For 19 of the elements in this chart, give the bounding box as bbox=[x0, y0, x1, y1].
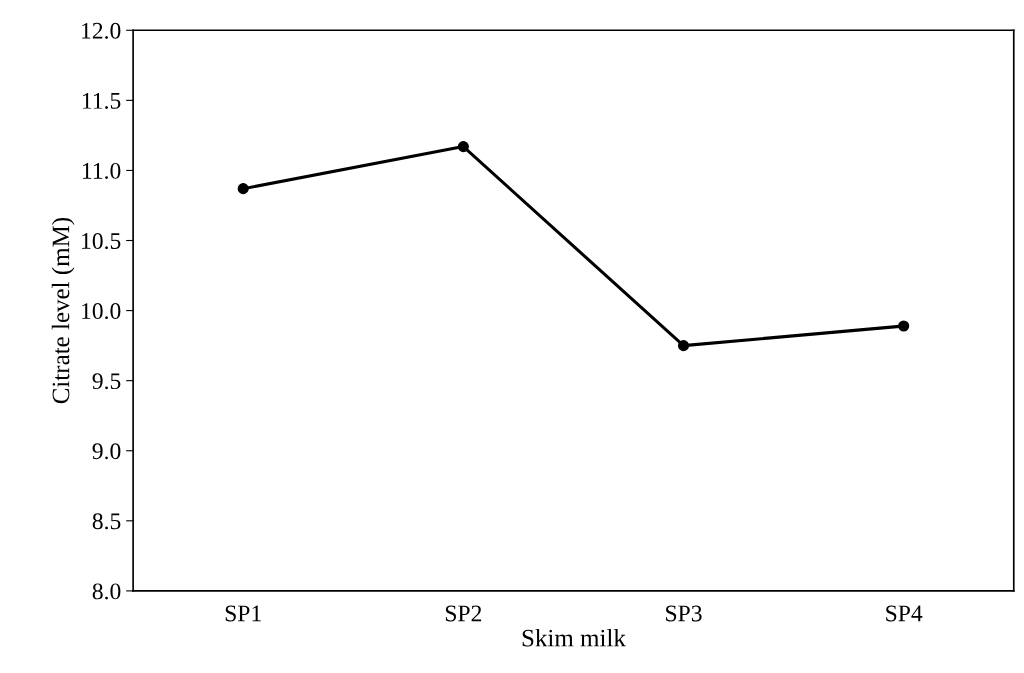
x-tick-label: SP2 bbox=[445, 605, 482, 622]
point bbox=[237, 183, 249, 195]
point bbox=[677, 340, 690, 352]
x-axis-title: Skim milk bbox=[522, 628, 626, 647]
y-tick-label: 9.5 bbox=[92, 373, 121, 390]
y-axis-title: Citrate level (mM) bbox=[51, 217, 75, 404]
x-tick-label: SP1 bbox=[225, 605, 261, 622]
y-tick-label: 12.0 bbox=[82, 22, 121, 39]
y-tick-label: 9.0 bbox=[92, 443, 121, 460]
x-tick-label: SP3 bbox=[666, 605, 702, 622]
y-tick-label: 11.0 bbox=[82, 162, 121, 179]
point bbox=[898, 320, 910, 332]
y-tick-label: 10.5 bbox=[82, 233, 121, 250]
point bbox=[457, 141, 469, 153]
x-tick-label: SP4 bbox=[886, 605, 923, 622]
y-tick-label: 8.5 bbox=[92, 513, 121, 530]
y-tick-label: 11.5 bbox=[82, 92, 121, 109]
y-tick-label: 10.0 bbox=[82, 303, 121, 320]
y-tick-label: 8.0 bbox=[92, 583, 121, 600]
